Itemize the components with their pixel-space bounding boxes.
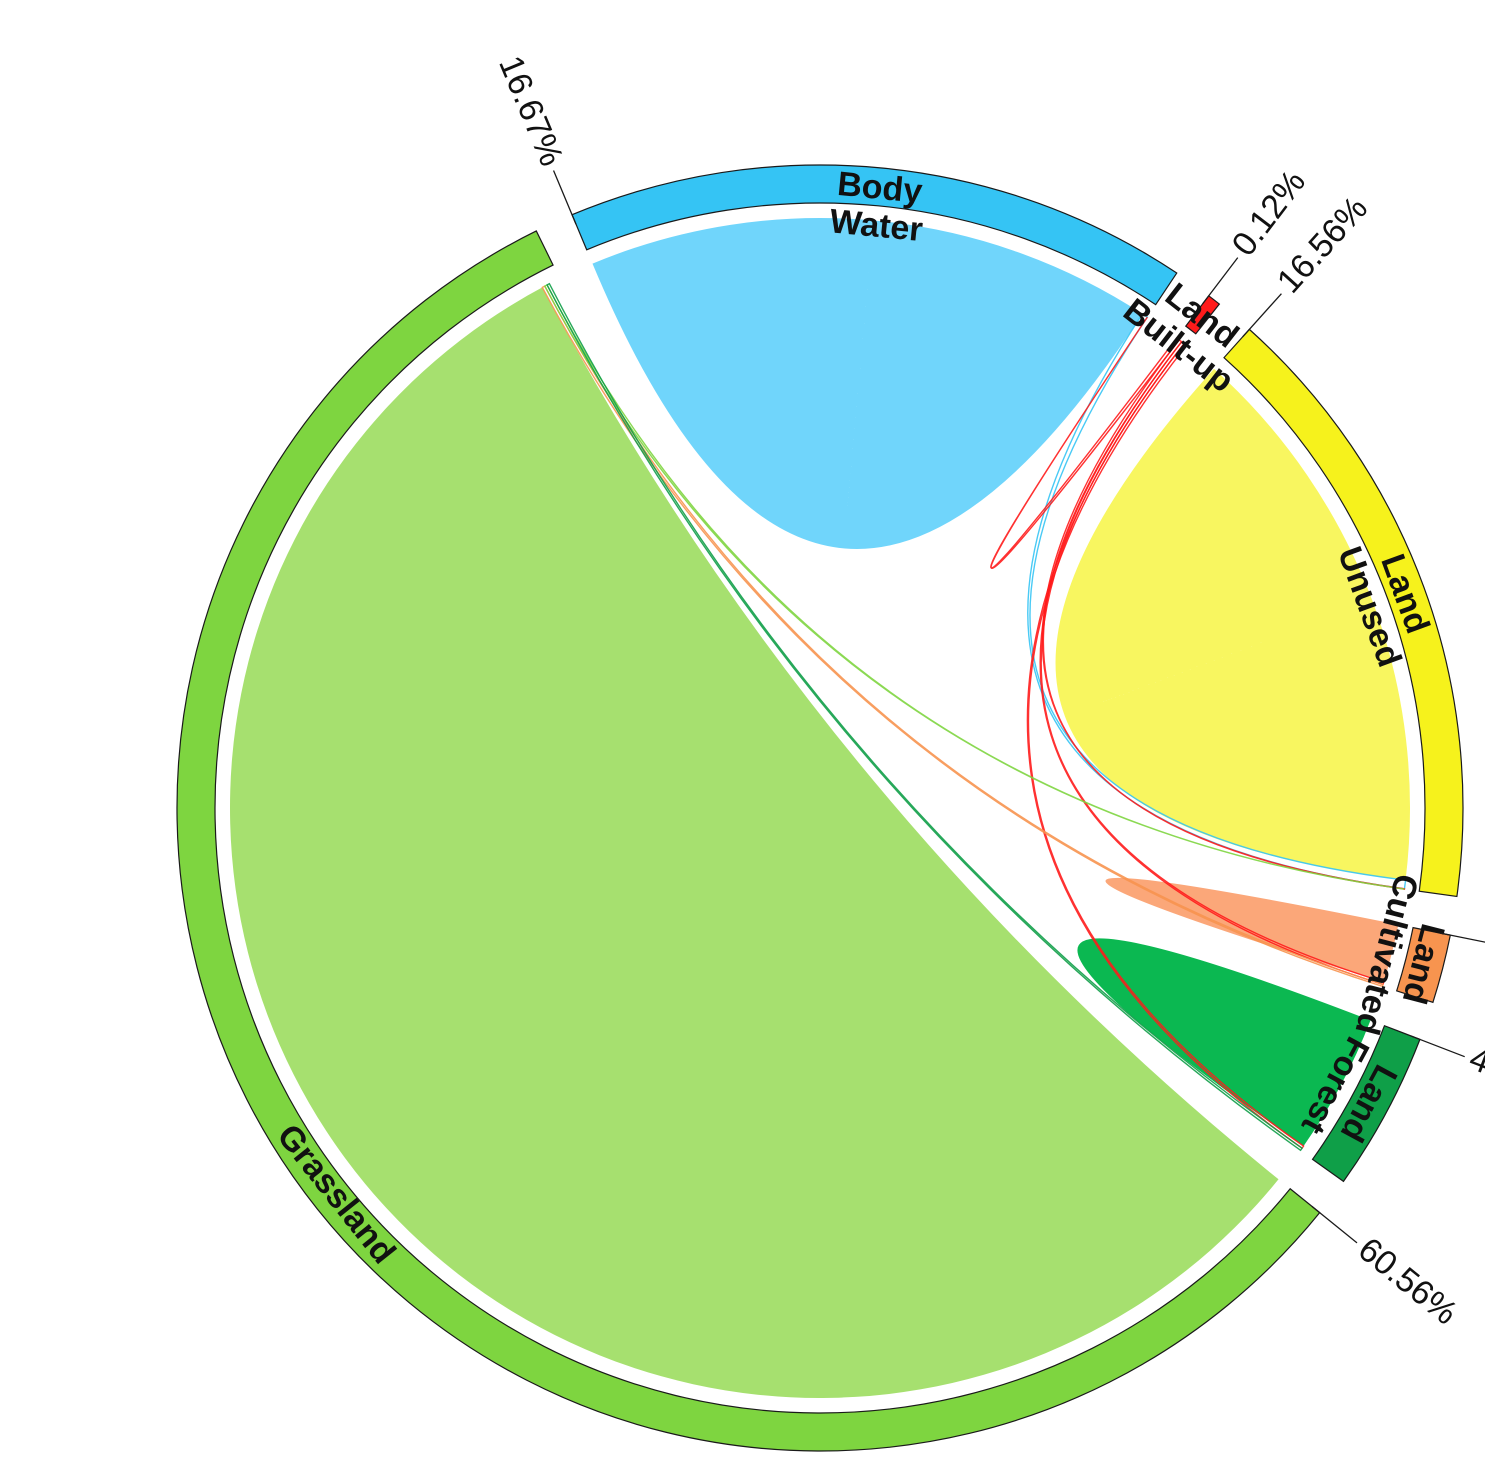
chord-unused-to-grassland [543,283,1405,890]
percent-tick-cultivated [1440,932,1485,943]
chord-cultivated-to-grassland [541,285,1384,988]
sector-arc-forest [1311,1024,1421,1183]
chord-self-unused [1055,368,1410,881]
chord-builtup-to-forest [1026,342,1305,1150]
chord-self-forest [1077,938,1371,1147]
chord-self-grassland [230,287,1279,1398]
sector-label-water: Body [836,165,924,211]
percent-label-grassland: 60.56% [1351,1230,1465,1332]
percent-tick-unused [1242,293,1282,338]
sector-arc-cultivated [1395,926,1452,1004]
sector-arc-layer [176,164,1464,1452]
sector-label-water: Water [828,202,924,249]
sector-arc-builtup [1184,294,1221,335]
percent-tick-forest [1410,1035,1465,1058]
chord-layer [230,218,1410,1398]
chord-forest-to-grassland [546,282,1304,1152]
percent-label-forest: 4.26% [1464,1039,1485,1109]
percent-label-water: 16.67% [491,50,571,171]
chord-self-water [592,218,1143,549]
sector-arc-unused [1223,328,1464,898]
sector-arc-grassland [176,230,1321,1452]
sector-arc-water [571,164,1178,306]
chord-builtup-to-water [990,316,1181,570]
percent-tick-builtup [1202,257,1239,305]
percent-tick-water [552,170,577,225]
percent-tick-grassland [1311,1205,1358,1244]
